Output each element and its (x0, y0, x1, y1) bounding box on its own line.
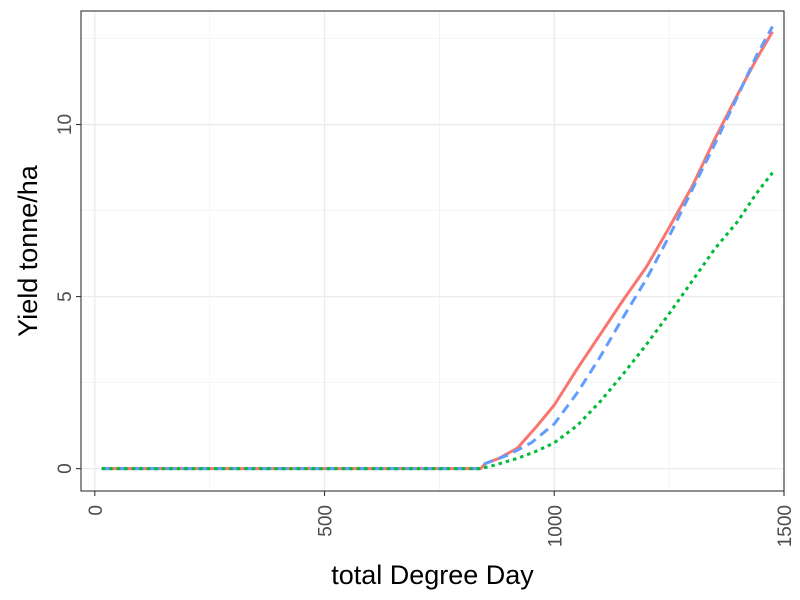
y-axis-title: Yield tonne/ha (13, 164, 43, 337)
series-line-3 (101, 171, 774, 471)
x-axis: 0 500 1000 1500 (86, 491, 796, 547)
x-tick-label: 1500 (775, 505, 796, 547)
y-tick-label: 10 (55, 114, 76, 135)
y-axis: 0 5 10 (55, 114, 81, 474)
plot-panel-border (80, 10, 785, 492)
grid (81, 11, 785, 491)
x-tick-label: 0 (86, 505, 107, 516)
y-tick-label: 5 (55, 291, 76, 302)
x-tick-label: 1000 (545, 505, 566, 547)
x-axis-title: total Degree Day (331, 560, 534, 590)
y-tick-label: 0 (55, 463, 76, 474)
series-line-1 (101, 30, 774, 471)
series-layer (101, 25, 774, 471)
series-line-2 (101, 25, 774, 471)
x-tick-label: 500 (316, 505, 337, 537)
